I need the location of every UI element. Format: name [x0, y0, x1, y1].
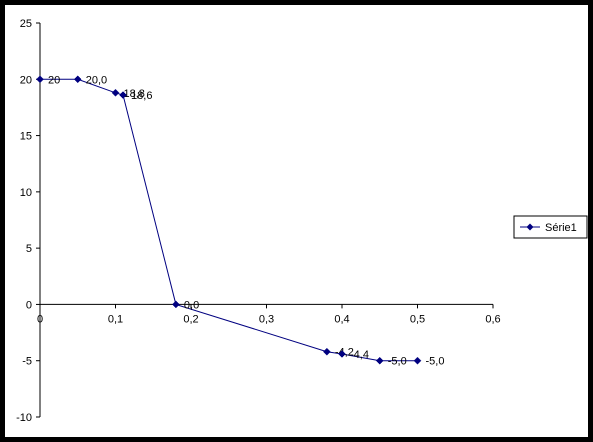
x-tick-label: 0,4	[334, 313, 349, 325]
legend-marker	[526, 223, 534, 231]
data-label: 20	[48, 74, 60, 86]
data-point	[111, 88, 120, 97]
series-line	[40, 78, 418, 362]
data-label: -4,4	[350, 349, 369, 361]
y-tick-label: 10	[20, 187, 32, 199]
data-point	[413, 356, 422, 365]
data-point	[338, 350, 346, 358]
x-tick-label: 0,3	[259, 313, 274, 325]
data-point	[323, 347, 331, 356]
data-point	[36, 75, 44, 84]
legend-label: Série1	[545, 222, 577, 234]
legend-box	[513, 215, 588, 239]
y-tick-label: 20	[20, 74, 32, 86]
x-tick-label: 0,1	[108, 313, 123, 325]
data-point	[119, 91, 127, 99]
y-tick-label: -5	[22, 356, 32, 368]
data-label: 18,6	[131, 90, 152, 102]
chart-area: -10 -5 0 5 10 15 20 25 0 0,1 0,2 0,3 0,4 0,5 0,6 20 20,0…	[5, 5, 588, 437]
y-tick-label: -10	[16, 412, 32, 424]
y-tick-label: 0	[26, 299, 32, 311]
data-label: -5,0	[426, 356, 445, 368]
x-tick-label: 0,6	[485, 313, 500, 325]
data-label: 18,8	[124, 88, 145, 100]
x-tick-label: 0,2	[183, 313, 198, 325]
y-tick-label: 5	[26, 243, 32, 255]
data-label: -5,0	[388, 356, 407, 368]
data-label: 20,0	[86, 74, 107, 86]
data-point	[172, 300, 180, 309]
y-tick-label: 15	[20, 131, 32, 143]
line-chart: -10 -5 0 5 10 15 20 25 0 0,1 0,2 0,3 0,4 0,5 0,6 20 20,0…	[16, 18, 588, 424]
x-tick-label: 0,5	[410, 313, 425, 325]
data-label: 0,0	[184, 299, 199, 311]
y-tick-label: 25	[20, 18, 32, 30]
data-point	[375, 356, 384, 365]
x-tick-label: 0	[37, 313, 43, 325]
data-point	[73, 75, 82, 84]
